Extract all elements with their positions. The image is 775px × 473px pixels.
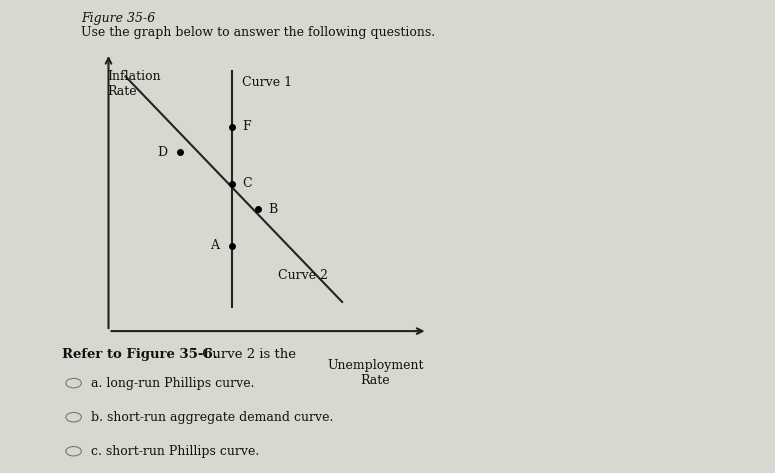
Text: B: B [268,202,277,216]
Text: c. short-run Phillips curve.: c. short-run Phillips curve. [91,445,260,458]
Text: Curve 1: Curve 1 [242,76,292,88]
Text: b. short-run aggregate demand curve.: b. short-run aggregate demand curve. [91,411,334,424]
Text: Refer to Figure 35-6.: Refer to Figure 35-6. [62,348,218,360]
Text: a. long-run Phillips curve.: a. long-run Phillips curve. [91,377,255,390]
Text: C: C [242,177,252,190]
Text: Curve 2: Curve 2 [277,269,328,281]
Text: F: F [242,120,250,133]
Text: Curve 2 is the: Curve 2 is the [198,348,295,360]
Text: A: A [210,239,219,253]
Text: Inflation
Rate: Inflation Rate [107,70,160,98]
Text: Use the graph below to answer the following questions.: Use the graph below to answer the follow… [81,26,436,39]
Text: Unemployment
Rate: Unemployment Rate [327,359,424,387]
Text: Figure 35-6: Figure 35-6 [81,12,156,25]
Text: D: D [157,146,167,159]
